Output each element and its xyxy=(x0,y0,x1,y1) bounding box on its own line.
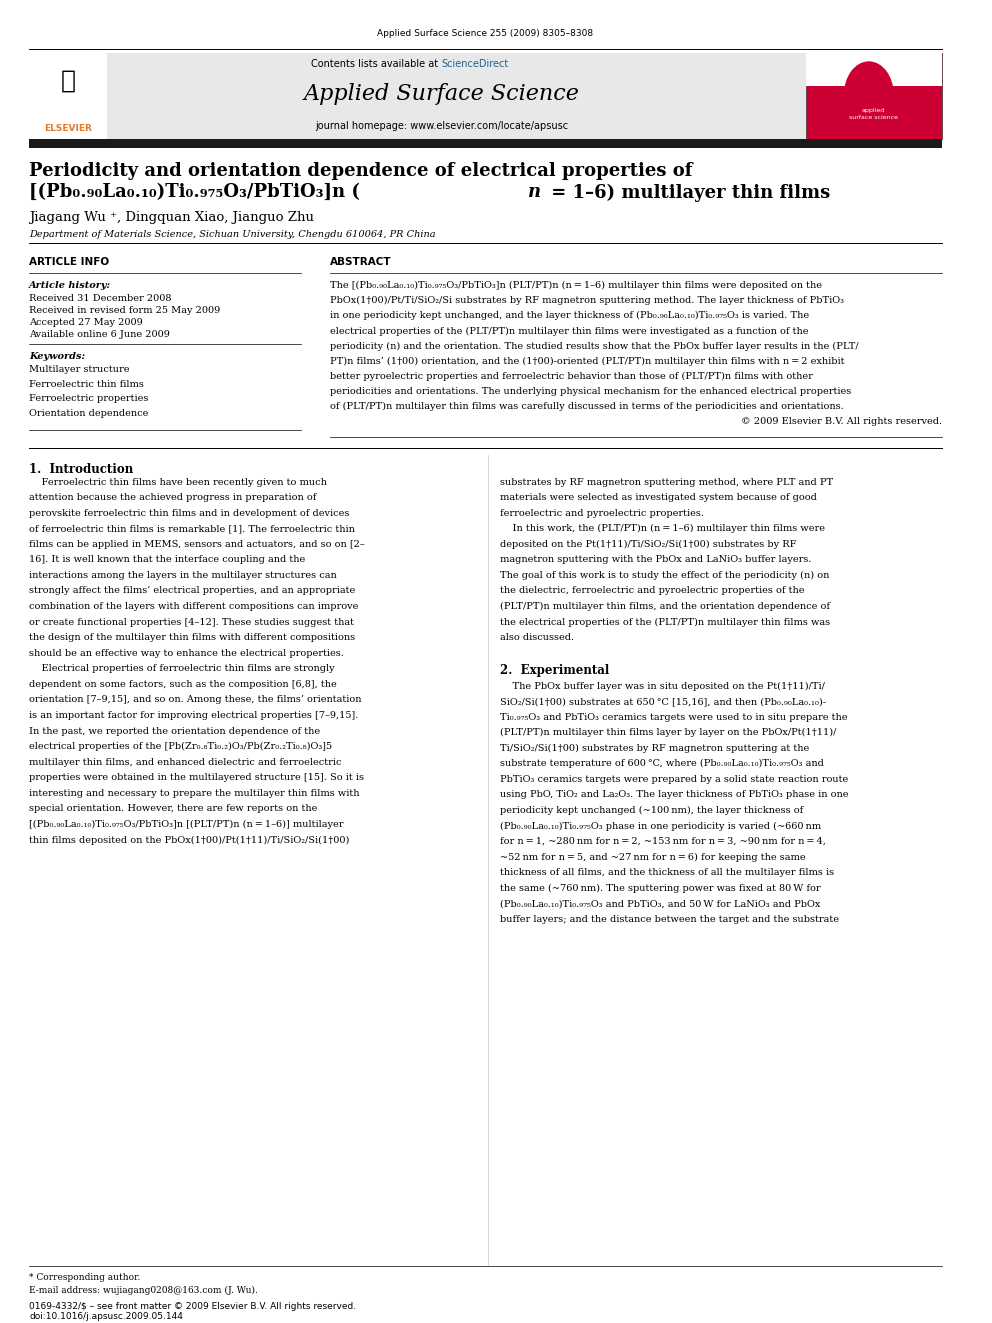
Text: Article history:: Article history: xyxy=(29,280,111,290)
Text: Keywords:: Keywords: xyxy=(29,352,85,361)
Text: n: n xyxy=(528,184,542,201)
Text: interactions among the layers in the multilayer structures can: interactions among the layers in the mul… xyxy=(29,572,337,579)
Text: Ferroelectric thin films have been recently given to much: Ferroelectric thin films have been recen… xyxy=(29,478,327,487)
Text: the dielectric, ferroelectric and pyroelectric properties of the: the dielectric, ferroelectric and pyroel… xyxy=(500,586,805,595)
Text: The goal of this work is to study the effect of the periodicity (n) on: The goal of this work is to study the ef… xyxy=(500,572,829,579)
Text: Ti₀.₉₇₅O₃ and PbTiO₃ ceramics targets were used to in situ prepare the: Ti₀.₉₇₅O₃ and PbTiO₃ ceramics targets we… xyxy=(500,713,847,721)
Text: applied
surface science: applied surface science xyxy=(849,108,898,120)
Text: orientation [7–9,15], and so on. Among these, the films’ orientation: orientation [7–9,15], and so on. Among t… xyxy=(29,696,362,704)
Text: doi:10.1016/j.apsusc.2009.05.144: doi:10.1016/j.apsusc.2009.05.144 xyxy=(29,1312,183,1322)
Text: Received in revised form 25 May 2009: Received in revised form 25 May 2009 xyxy=(29,306,220,315)
Circle shape xyxy=(844,62,893,128)
FancyBboxPatch shape xyxy=(29,139,941,148)
Text: interesting and necessary to prepare the multilayer thin films with: interesting and necessary to prepare the… xyxy=(29,789,360,798)
FancyBboxPatch shape xyxy=(806,53,941,86)
FancyBboxPatch shape xyxy=(77,53,806,139)
Text: PT)n films’ (1†00) orientation, and the (1†00)-oriented (PLT/PT)n multilayer thi: PT)n films’ (1†00) orientation, and the … xyxy=(330,357,844,366)
Text: (Pb₀.₉₀La₀.₁₀)Ti₀.₉₇₅O₃ and PbTiO₃, and 50 W for LaNiO₃ and PbOx: (Pb₀.₉₀La₀.₁₀)Ti₀.₉₇₅O₃ and PbTiO₃, and … xyxy=(500,900,820,909)
Text: ABSTRACT: ABSTRACT xyxy=(330,257,392,267)
Text: In this work, the (PLT/PT)n (n = 1–6) multilayer thin films were: In this work, the (PLT/PT)n (n = 1–6) mu… xyxy=(500,524,825,533)
Text: Jiagang Wu ⁺, Dingquan Xiao, Jianguo Zhu: Jiagang Wu ⁺, Dingquan Xiao, Jianguo Zhu xyxy=(29,212,314,224)
Text: Ferroelectric thin films: Ferroelectric thin films xyxy=(29,380,144,389)
Text: or create functional properties [4–12]. These studies suggest that: or create functional properties [4–12]. … xyxy=(29,618,354,627)
Text: Periodicity and orientation dependence of electrical properties of: Periodicity and orientation dependence o… xyxy=(29,163,692,180)
Text: Received 31 December 2008: Received 31 December 2008 xyxy=(29,294,172,303)
Text: special orientation. However, there are few reports on the: special orientation. However, there are … xyxy=(29,804,317,814)
Text: [(Pb₀.₉₀La₀.₁₀)Ti₀.₉₇₅O₃/PbTiO₃]n (: [(Pb₀.₉₀La₀.₁₀)Ti₀.₉₇₅O₃/PbTiO₃]n ( xyxy=(29,184,360,201)
Text: Contents lists available at: Contents lists available at xyxy=(311,60,441,69)
Text: (PLT/PT)n multilayer thin films, and the orientation dependence of: (PLT/PT)n multilayer thin films, and the… xyxy=(500,602,830,611)
Text: attention because the achieved progress in preparation of: attention because the achieved progress … xyxy=(29,493,316,501)
Text: PbTiO₃ ceramics targets were prepared by a solid state reaction route: PbTiO₃ ceramics targets were prepared by… xyxy=(500,775,848,783)
Text: properties were obtained in the multilayered structure [15]. So it is: properties were obtained in the multilay… xyxy=(29,773,364,782)
Text: of (PLT/PT)n multilayer thin films was carefully discussed in terms of the perio: of (PLT/PT)n multilayer thin films was c… xyxy=(330,402,844,411)
Text: of ferroelectric thin films is remarkable [1]. The ferroelectric thin: of ferroelectric thin films is remarkabl… xyxy=(29,524,355,533)
Text: ARTICLE INFO: ARTICLE INFO xyxy=(29,257,109,267)
Text: should be an effective way to enhance the electrical properties.: should be an effective way to enhance th… xyxy=(29,648,344,658)
Text: 16]. It is well known that the interface coupling and the: 16]. It is well known that the interface… xyxy=(29,556,306,565)
Text: Electrical properties of ferroelectric thin films are strongly: Electrical properties of ferroelectric t… xyxy=(29,664,334,673)
Text: * Corresponding author.: * Corresponding author. xyxy=(29,1273,141,1282)
Text: in one periodicity kept unchanged, and the layer thickness of (Pb₀.₉₀La₀.₁₀)Ti₀.: in one periodicity kept unchanged, and t… xyxy=(330,311,809,320)
Text: 0169-4332/$ – see front matter © 2009 Elsevier B.V. All rights reserved.: 0169-4332/$ – see front matter © 2009 El… xyxy=(29,1302,356,1311)
Text: dependent on some factors, such as the composition [6,8], the: dependent on some factors, such as the c… xyxy=(29,680,337,689)
Text: periodicity kept unchanged (~100 nm), the layer thickness of: periodicity kept unchanged (~100 nm), th… xyxy=(500,806,804,815)
Text: ScienceDirect: ScienceDirect xyxy=(441,60,509,69)
Text: the electrical properties of the (PLT/PT)n multilayer thin films was: the electrical properties of the (PLT/PT… xyxy=(500,618,830,627)
Text: Applied Surface Science: Applied Surface Science xyxy=(304,83,579,105)
Text: © 2009 Elsevier B.V. All rights reserved.: © 2009 Elsevier B.V. All rights reserved… xyxy=(741,418,941,426)
Text: for n = 1, ~280 nm for n = 2, ~153 nm for n = 3, ~90 nm for n = 4,: for n = 1, ~280 nm for n = 2, ~153 nm fo… xyxy=(500,837,825,847)
Text: is an important factor for improving electrical properties [7–9,15].: is an important factor for improving ele… xyxy=(29,710,358,720)
Text: Multilayer structure: Multilayer structure xyxy=(29,365,130,374)
Text: thin films deposited on the PbOx(1†00)/Pt(1†11)/Ti/SiO₂/Si(1†00): thin films deposited on the PbOx(1†00)/P… xyxy=(29,836,349,844)
Text: buffer layers; and the distance between the target and the substrate: buffer layers; and the distance between … xyxy=(500,916,839,923)
Text: combination of the layers with different compositions can improve: combination of the layers with different… xyxy=(29,602,358,611)
Text: magnetron sputtering with the PbOx and LaNiO₃ buffer layers.: magnetron sputtering with the PbOx and L… xyxy=(500,556,811,565)
Text: Ferroelectric properties: Ferroelectric properties xyxy=(29,394,149,404)
Text: 🌳: 🌳 xyxy=(61,69,75,93)
Text: SiO₂/Si(1†00) substrates at 650 °C [15,16], and then (Pb₀.₉₀La₀.₁₀)-: SiO₂/Si(1†00) substrates at 650 °C [15,1… xyxy=(500,697,826,706)
Text: electrical properties of the (PLT/PT)n multilayer thin films were investigated a: electrical properties of the (PLT/PT)n m… xyxy=(330,327,808,336)
Text: thickness of all films, and the thickness of all the multilayer films is: thickness of all films, and the thicknes… xyxy=(500,868,834,877)
Text: Available online 6 June 2009: Available online 6 June 2009 xyxy=(29,329,170,339)
Text: [(Pb₀.₉₀La₀.₁₀)Ti₀.₉₇₅O₃/PbTiO₃]n [(PLT/PT)n (n = 1–6)] multilayer: [(Pb₀.₉₀La₀.₁₀)Ti₀.₉₇₅O₃/PbTiO₃]n [(PLT/… xyxy=(29,820,343,830)
Text: In the past, we reported the orientation dependence of the: In the past, we reported the orientation… xyxy=(29,726,320,736)
Text: Applied Surface Science 255 (2009) 8305–8308: Applied Surface Science 255 (2009) 8305–… xyxy=(377,29,593,38)
Text: journal homepage: www.elsevier.com/locate/apsusc: journal homepage: www.elsevier.com/locat… xyxy=(315,122,568,131)
Text: Department of Materials Science, Sichuan University, Chengdu 610064, PR China: Department of Materials Science, Sichuan… xyxy=(29,229,435,238)
Text: PbOx(1†00)/Pt/Ti/SiO₂/Si substrates by RF magnetron sputtering method. The layer: PbOx(1†00)/Pt/Ti/SiO₂/Si substrates by R… xyxy=(330,296,844,306)
Text: periodicity (n) and the orientation. The studied results show that the PbOx buff: periodicity (n) and the orientation. The… xyxy=(330,341,859,351)
Text: better pyroelectric properties and ferroelectric behavior than those of (PLT/PT): better pyroelectric properties and ferro… xyxy=(330,372,812,381)
Text: substrate temperature of 600 °C, where (Pb₀.₉₀La₀.₁₀)Ti₀.₉₇₅O₃ and: substrate temperature of 600 °C, where (… xyxy=(500,759,823,769)
Text: The [(Pb₀.₉₀La₀.₁₀)Ti₀.₉₇₅O₃/PbTiO₃]n (PLT/PT)n (n = 1–6) multilayer thin films : The [(Pb₀.₉₀La₀.₁₀)Ti₀.₉₇₅O₃/PbTiO₃]n (P… xyxy=(330,280,822,290)
Text: ELSEVIER: ELSEVIER xyxy=(44,124,92,134)
Text: (PLT/PT)n multilayer thin films layer by layer on the PbOx/Pt(1†11)/: (PLT/PT)n multilayer thin films layer by… xyxy=(500,728,836,737)
FancyBboxPatch shape xyxy=(806,53,941,139)
Text: The PbOx buffer layer was in situ deposited on the Pt(1†11)/Ti/: The PbOx buffer layer was in situ deposi… xyxy=(500,681,824,691)
Text: 2.  Experimental: 2. Experimental xyxy=(500,664,609,677)
Text: electrical properties of the [Pb(Zr₀.₈Ti₀.₂)O₃/Pb(Zr₀.₂Ti₀.₈)O₃]5: electrical properties of the [Pb(Zr₀.₈Ti… xyxy=(29,742,332,751)
Text: using PbO, TiO₂ and La₂O₃. The layer thickness of PbTiO₃ phase in one: using PbO, TiO₂ and La₂O₃. The layer thi… xyxy=(500,790,848,799)
Text: ferroelectric and pyroelectric properties.: ferroelectric and pyroelectric propertie… xyxy=(500,508,704,517)
Text: multilayer thin films, and enhanced dielectric and ferroelectric: multilayer thin films, and enhanced diel… xyxy=(29,758,341,767)
Text: perovskite ferroelectric thin films and in development of devices: perovskite ferroelectric thin films and … xyxy=(29,508,349,517)
Text: (Pb₀.₉₀La₀.₁₀)Ti₀.₉₇₅O₃ phase in one periodicity is varied (~660 nm: (Pb₀.₉₀La₀.₁₀)Ti₀.₉₇₅O₃ phase in one per… xyxy=(500,822,821,831)
Text: Orientation dependence: Orientation dependence xyxy=(29,409,149,418)
FancyBboxPatch shape xyxy=(29,53,107,139)
Text: = 1–6) multilayer thin films: = 1–6) multilayer thin films xyxy=(545,184,830,201)
Text: deposited on the Pt(1†11)/Ti/SiO₂/Si(1†00) substrates by RF: deposited on the Pt(1†11)/Ti/SiO₂/Si(1†0… xyxy=(500,540,797,549)
Text: periodicities and orientations. The underlying physical mechanism for the enhanc: periodicities and orientations. The unde… xyxy=(330,388,851,396)
Text: Ti/SiO₂/Si(1†00) substrates by RF magnetron sputtering at the: Ti/SiO₂/Si(1†00) substrates by RF magnet… xyxy=(500,744,809,753)
Text: films can be applied in MEMS, sensors and actuators, and so on [2–: films can be applied in MEMS, sensors an… xyxy=(29,540,365,549)
Text: also discussed.: also discussed. xyxy=(500,634,574,642)
Text: ~52 nm for n = 5, and ~27 nm for n = 6) for keeping the same: ~52 nm for n = 5, and ~27 nm for n = 6) … xyxy=(500,852,806,861)
Text: substrates by RF magnetron sputtering method, where PLT and PT: substrates by RF magnetron sputtering me… xyxy=(500,478,833,487)
Text: the design of the multilayer thin films with different compositions: the design of the multilayer thin films … xyxy=(29,634,355,642)
Text: materials were selected as investigated system because of good: materials were selected as investigated … xyxy=(500,493,816,501)
Text: Accepted 27 May 2009: Accepted 27 May 2009 xyxy=(29,318,143,327)
Text: the same (~760 nm). The sputtering power was fixed at 80 W for: the same (~760 nm). The sputtering power… xyxy=(500,884,820,893)
Text: strongly affect the films’ electrical properties, and an appropriate: strongly affect the films’ electrical pr… xyxy=(29,586,355,595)
Text: 1.  Introduction: 1. Introduction xyxy=(29,463,133,476)
Text: E-mail address: wujiagang0208@163.com (J. Wu).: E-mail address: wujiagang0208@163.com (J… xyxy=(29,1286,258,1295)
